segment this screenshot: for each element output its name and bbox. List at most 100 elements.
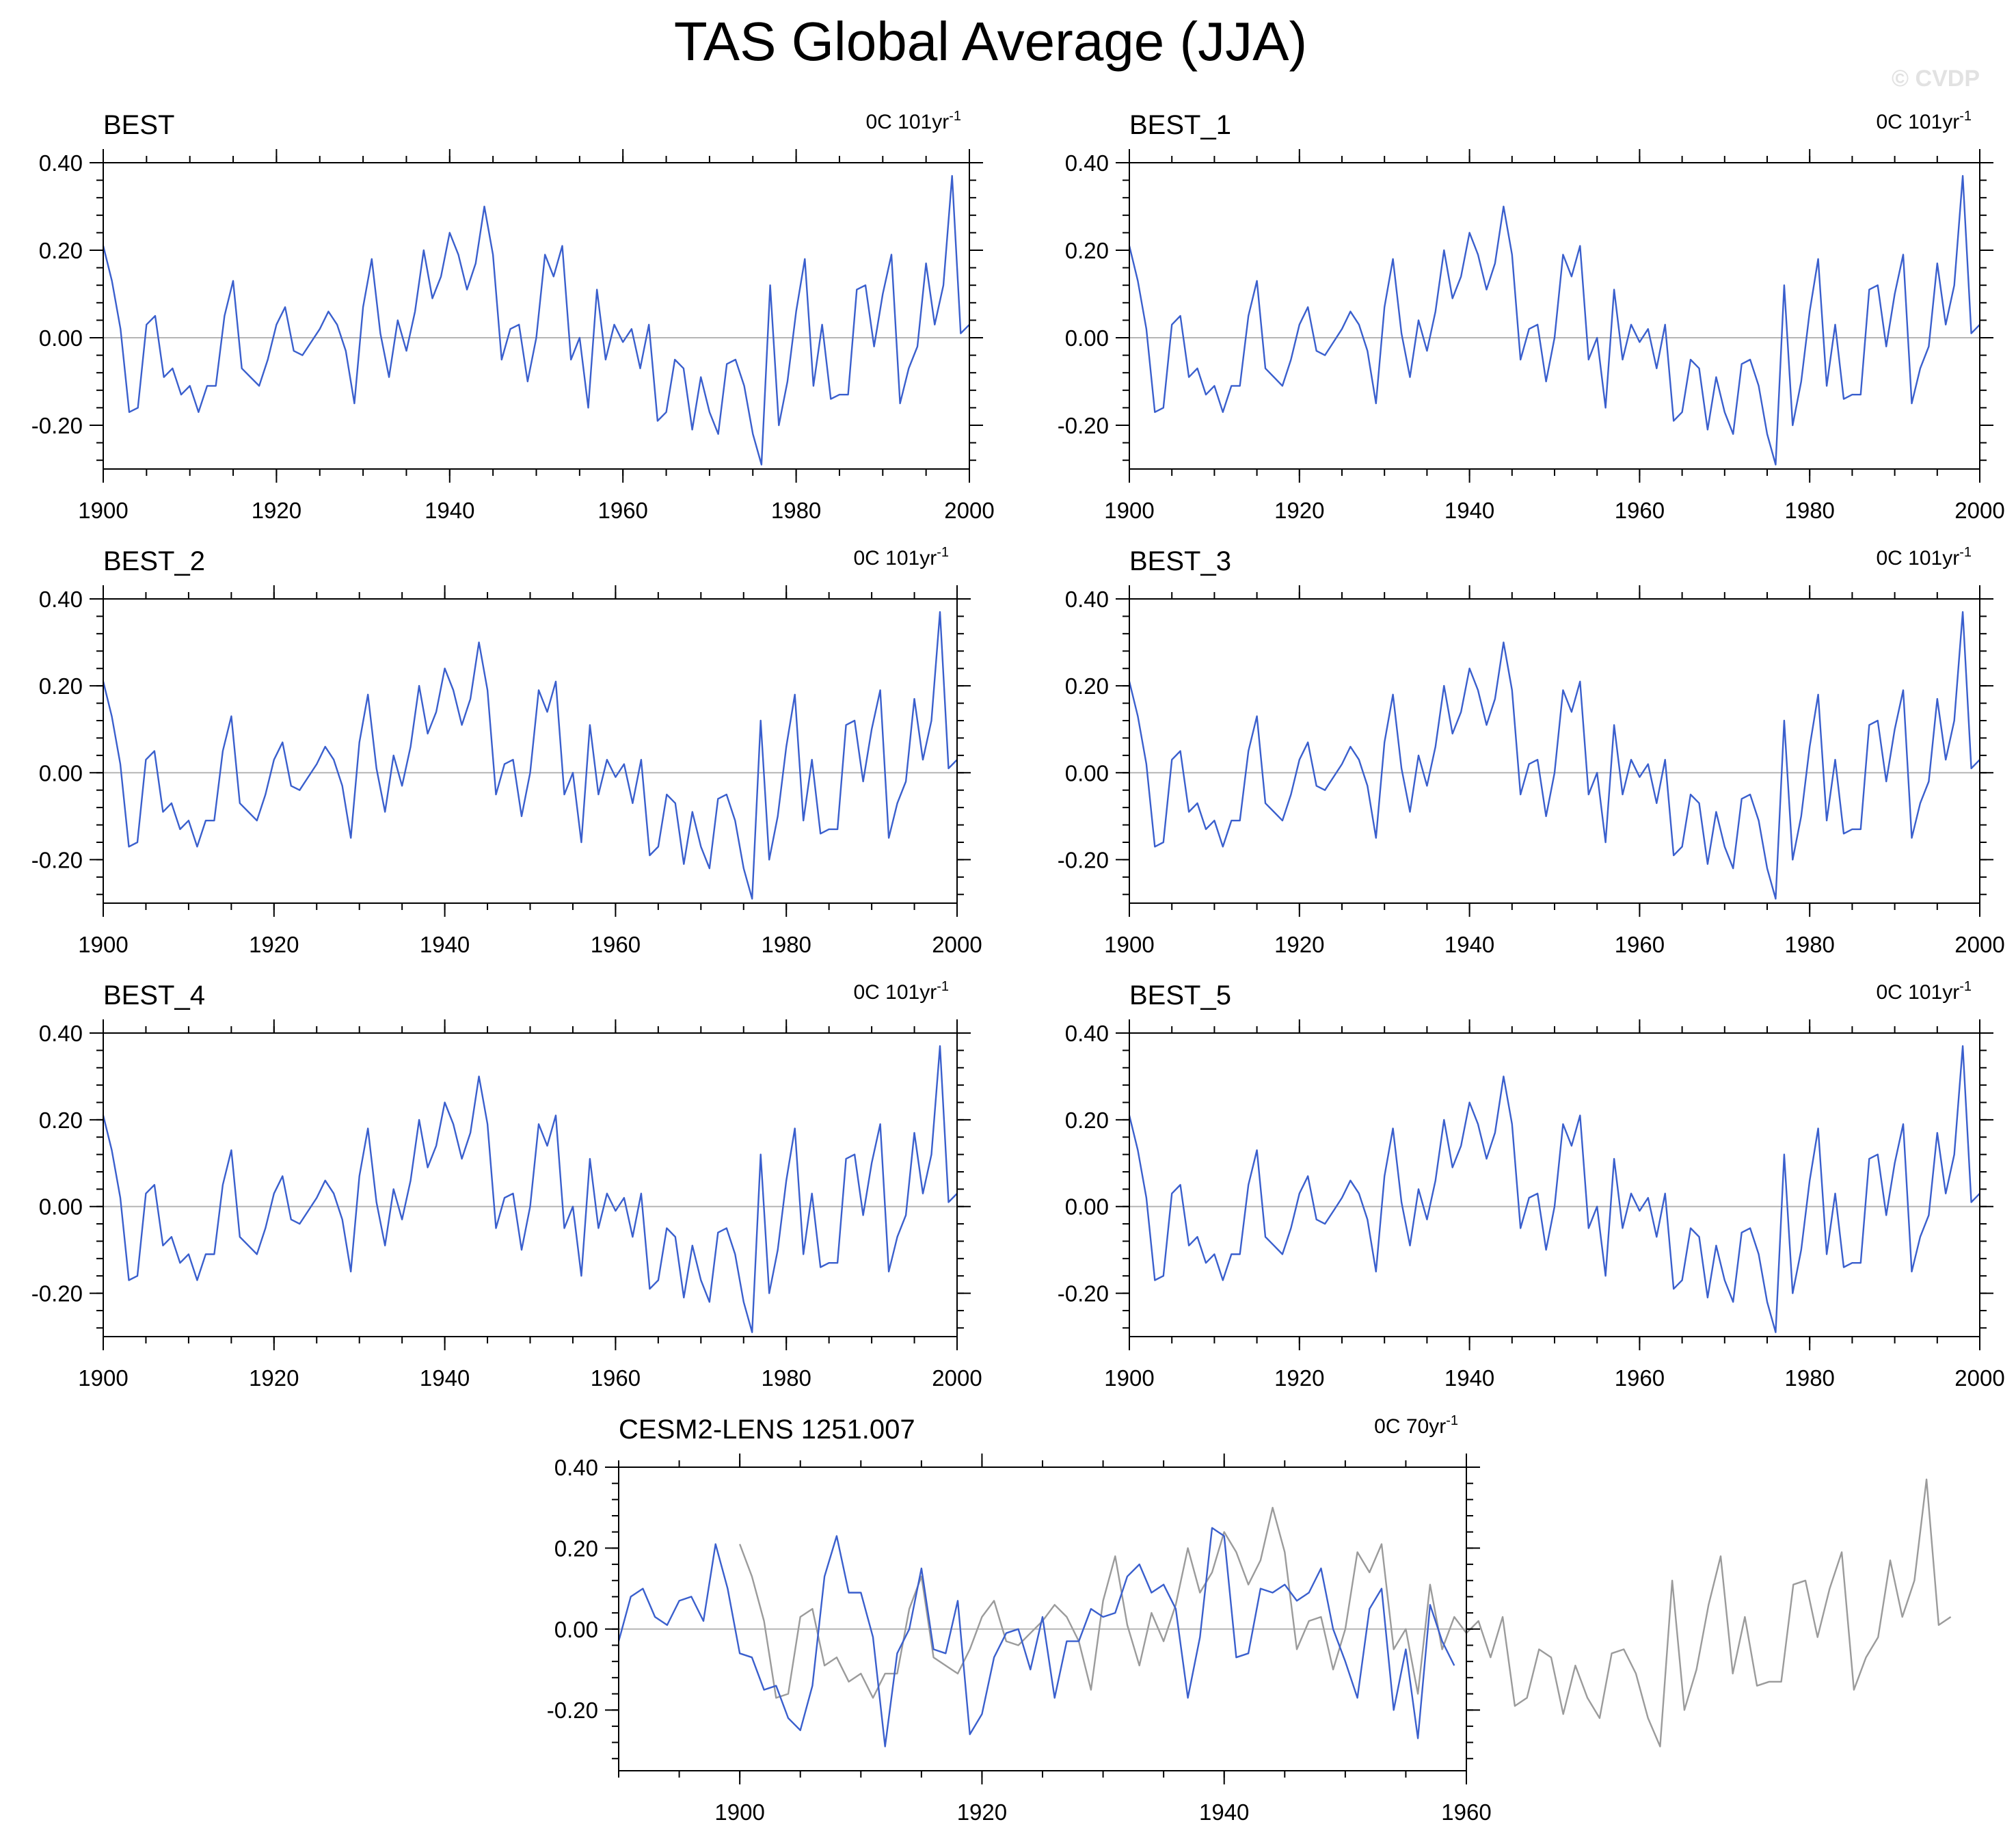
trend-exponent: -1 (937, 979, 949, 994)
x-tick-label: 1900 (1104, 498, 1154, 523)
x-tick-label: 1980 (761, 932, 811, 957)
x-tick-label: 1920 (249, 1365, 299, 1391)
panel-title: BEST_4 (103, 980, 205, 1010)
trend-exponent: -1 (1959, 545, 1972, 560)
y-tick-label: -0.20 (547, 1698, 598, 1723)
x-tick-label: 1960 (1615, 1365, 1665, 1391)
plot-frame (103, 1032, 958, 1337)
trend-label: 0C 101yr-1 (1876, 545, 1972, 570)
y-tick-label: 0.00 (554, 1617, 598, 1642)
x-tick-label: 1940 (420, 1365, 470, 1391)
y-tick-label: 0.20 (554, 1536, 598, 1561)
x-tick-label: 1900 (714, 1799, 764, 1825)
y-tick-label: -0.20 (31, 847, 83, 872)
plot-frame (103, 598, 958, 904)
x-tick-label: 1920 (1274, 1365, 1324, 1391)
panel-6: 1900 1920 1940 1960 1980 2000 0.40 0.20 0.00 -0.2… (1058, 979, 2005, 1391)
figure-title: TAS Global Average (JJA) (674, 11, 1307, 72)
x-tick-label: 1980 (771, 498, 821, 523)
trend-label: 0C 101yr-1 (853, 545, 949, 570)
x-tick-label: 1940 (420, 932, 470, 957)
x-tick-label: 1900 (1104, 1365, 1154, 1391)
y-tick-label: 0.20 (39, 673, 83, 699)
y-tick-label: 0.00 (1065, 1194, 1109, 1220)
y-tick-label: 0.00 (39, 760, 83, 786)
x-tick-label: 1980 (1784, 498, 1834, 523)
trend-text: 0C 101yr (853, 547, 937, 570)
y-tick-label: -0.20 (1058, 1281, 1109, 1307)
panel-title: BEST (103, 110, 174, 140)
panel-1: 1900 1920 1940 1960 1980 2000 0.40 0.20 0.00 -0.2… (31, 109, 995, 523)
y-tick-label: 0.40 (1065, 587, 1109, 612)
y-tick-label: 0.20 (1065, 238, 1109, 263)
y-tick-label: 0.40 (39, 1021, 83, 1046)
y-tick-label: -0.20 (31, 1281, 83, 1307)
plot-frame (1129, 598, 1980, 904)
y-tick-label: -0.20 (1058, 413, 1109, 438)
x-tick-label: 2000 (1954, 498, 2004, 523)
trend-text: 0C 101yr (1876, 547, 1959, 570)
x-tick-label: 1960 (1615, 498, 1665, 523)
x-tick-label: 1960 (591, 1365, 641, 1391)
panel-title: BEST_1 (1129, 110, 1231, 140)
y-tick-label: 0.40 (1065, 1021, 1109, 1046)
panel-title: BEST_5 (1129, 980, 1231, 1010)
trend-exponent: -1 (1959, 109, 1972, 124)
series-line-primary (1128, 611, 1980, 900)
x-tick-label: 2000 (932, 932, 982, 957)
y-tick-label: 0.40 (554, 1455, 598, 1480)
panel-title: CESM2-LENS 1251.007 (619, 1415, 915, 1445)
x-tick-label: 1940 (1444, 498, 1494, 523)
y-tick-label: 0.20 (39, 238, 83, 263)
panel-title: BEST_3 (1129, 546, 1231, 576)
panel-3: 1900 1920 1940 1960 1980 2000 0.40 0.20 0.00 -0.2… (31, 545, 982, 957)
y-tick-label: 0.00 (1065, 760, 1109, 786)
x-tick-label: 1940 (1444, 932, 1494, 957)
x-tick-label: 1960 (597, 498, 647, 523)
trend-label: 0C 101yr-1 (853, 979, 949, 1004)
series-line-primary (102, 1045, 958, 1333)
y-tick-label: 0.00 (39, 1194, 83, 1220)
trend-exponent: -1 (1959, 979, 1972, 994)
x-tick-label: 1900 (78, 1365, 128, 1391)
series-line-reference (738, 1478, 1952, 1747)
x-tick-label: 1980 (761, 1365, 811, 1391)
x-tick-label: 2000 (944, 498, 994, 523)
trend-text: 0C 101yr (1876, 111, 1959, 133)
x-tick-label: 1900 (78, 498, 128, 523)
x-tick-label: 1960 (1615, 932, 1665, 957)
y-tick-label: 0.20 (1065, 673, 1109, 699)
y-tick-label: -0.20 (1058, 847, 1109, 872)
x-tick-label: 1940 (1444, 1365, 1494, 1391)
y-tick-label: 0.20 (1065, 1108, 1109, 1133)
x-tick-label: 2000 (932, 1365, 982, 1391)
trend-text: 0C 101yr (865, 111, 949, 133)
series-line-primary (102, 175, 970, 466)
cvdp-watermark: © CVDP (1892, 66, 1980, 92)
series-line-primary (617, 1527, 1455, 1747)
plot-frame (1129, 162, 1980, 470)
panel-title: BEST_2 (103, 546, 205, 576)
trend-label: 0C 101yr-1 (1876, 979, 1972, 1004)
x-tick-label: 1920 (249, 932, 299, 957)
x-tick-label: 1900 (78, 932, 128, 957)
panel-4: 1900 1920 1940 1960 1980 2000 0.40 0.20 0.00 -0.2… (1058, 545, 2005, 957)
trend-exponent: -1 (1446, 1413, 1458, 1428)
x-tick-label: 1920 (957, 1799, 1007, 1825)
trend-text: 0C 101yr (1876, 981, 1959, 1004)
series-line-primary (102, 611, 958, 900)
x-tick-label: 1980 (1784, 1365, 1834, 1391)
y-tick-label: 0.20 (39, 1108, 83, 1133)
plot-frame (103, 162, 970, 470)
panel-2: 1900 1920 1940 1960 1980 2000 0.40 0.20 0.00 -0.2… (1058, 109, 2005, 523)
plot-frame (1129, 1032, 1980, 1337)
y-tick-label: 0.00 (1065, 325, 1109, 351)
trend-label: 0C 101yr-1 (865, 109, 961, 133)
x-tick-label: 1940 (1199, 1799, 1249, 1825)
y-tick-label: 0.40 (39, 587, 83, 612)
x-tick-label: 1960 (591, 932, 641, 957)
x-tick-label: 2000 (1954, 1365, 2004, 1391)
trend-label: 0C 101yr-1 (1876, 109, 1972, 133)
x-tick-label: 1920 (252, 498, 301, 523)
